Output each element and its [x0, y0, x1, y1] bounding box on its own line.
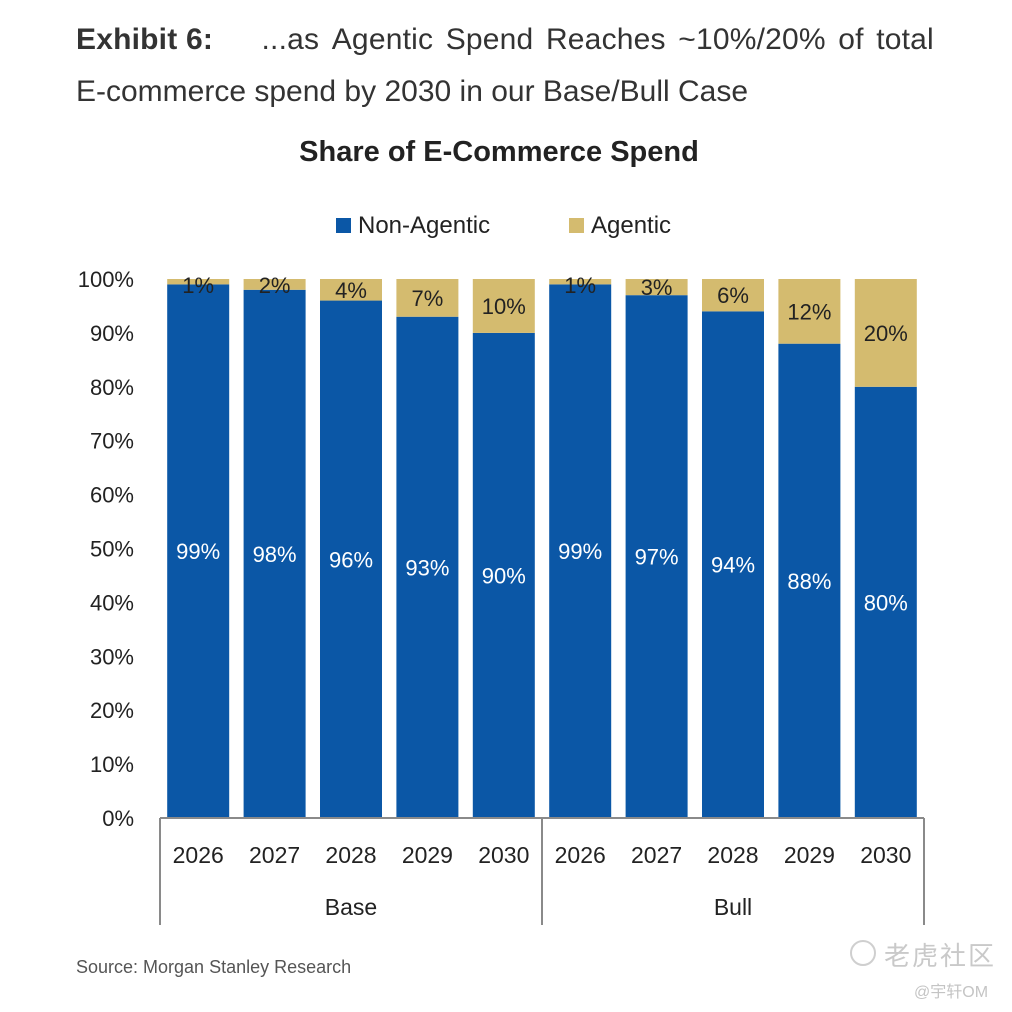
data-label-agentic: 1% [182, 273, 214, 298]
legend: Non-Agentic Agentic [336, 212, 671, 239]
data-label-agentic: 3% [641, 275, 673, 300]
source-note: Source: Morgan Stanley Research [76, 957, 352, 977]
x-tick-label: 2030 [860, 842, 911, 868]
data-label-non-agentic: 99% [558, 539, 602, 564]
legend-label-agentic: Agentic [591, 212, 671, 239]
watermark-logo-icon [850, 940, 876, 966]
heading-word: ~10%/20% [678, 23, 826, 56]
y-tick-label: 50% [90, 537, 134, 562]
y-axis: 0% 10% 20% 30% 40% 50% 60% 70% 80% 90% 100% [78, 267, 134, 831]
x-tick-label: 2030 [478, 842, 529, 868]
y-tick-label: 40% [90, 590, 134, 615]
data-label-non-agentic: 98% [253, 542, 297, 567]
exhibit-heading: Exhibit 6: ...as Agentic Spend Reaches ~… [76, 14, 934, 118]
bar-agentic [702, 279, 764, 312]
group-label: Bull [714, 894, 752, 920]
bar-non-agentic [625, 295, 688, 818]
bar-non-agentic [854, 386, 917, 818]
bar-non-agentic [396, 316, 459, 818]
bar-agentic [243, 279, 306, 290]
x-tick-label: 2027 [631, 842, 682, 868]
heading-word: Agentic [331, 23, 434, 56]
bar-non-agentic [320, 300, 382, 818]
y-tick-label: 10% [90, 752, 134, 777]
x-axis: 2026 2027 2028 2029 2030 2026 2027 2028 2029 2030… [159, 817, 925, 925]
bar-agentic [625, 279, 688, 296]
legend-swatch-agentic [569, 218, 584, 233]
x-tick-label: 2028 [325, 842, 376, 868]
legend-swatch-non-agentic [336, 218, 351, 233]
heading-word: total [876, 23, 934, 56]
x-tick-label: 2029 [402, 842, 453, 868]
x-tick-label: 2026 [555, 842, 606, 868]
heading-line-2: E-commerce spend by 2030 in our Base/Bul… [76, 75, 749, 108]
y-tick-label: 90% [90, 321, 134, 346]
y-tick-label: 0% [102, 806, 134, 831]
x-tick-label: 2029 [784, 842, 835, 868]
y-tick-label: 80% [90, 375, 134, 400]
heading-word: Spend [445, 23, 534, 56]
bar-agentic [854, 279, 917, 387]
x-tick-label: 2027 [249, 842, 300, 868]
bar-agentic [472, 279, 535, 333]
bar-non-agentic [472, 332, 535, 818]
watermark-brand-text: 老虎社区 [884, 941, 997, 971]
bar-agentic [167, 279, 230, 285]
heading-word: of [838, 23, 864, 56]
heading-line-1: Exhibit 6: ...as Agentic Spend Reaches ~… [76, 14, 934, 66]
data-label-non-agentic: 97% [635, 545, 679, 570]
data-label-non-agentic: 96% [329, 547, 373, 572]
y-tick-label: 30% [90, 644, 134, 669]
data-label-agentic: 4% [335, 278, 367, 303]
data-label-non-agentic: 80% [864, 590, 908, 615]
data-label-non-agentic: 93% [405, 555, 449, 580]
data-label-agentic: 20% [864, 321, 908, 346]
data-label-agentic: 6% [717, 283, 749, 308]
y-tick-label: 100% [78, 267, 134, 292]
y-tick-label: 20% [90, 698, 134, 723]
watermark-brand: 老虎社区 [850, 936, 996, 973]
bar-non-agentic [243, 289, 306, 818]
bar-agentic [778, 279, 841, 344]
watermark-handle: @宇轩OM [914, 984, 989, 1001]
data-label-non-agentic: 88% [787, 569, 831, 594]
data-label-agentic: 1% [564, 273, 596, 298]
bar-non-agentic [702, 311, 764, 818]
data-label-agentic: 7% [412, 286, 444, 311]
data-label-agentic: 2% [259, 273, 291, 298]
bar-non-agentic [778, 343, 841, 818]
data-label-non-agentic: 90% [482, 563, 526, 588]
y-tick-label: 70% [90, 429, 134, 454]
bar-agentic [549, 279, 612, 285]
chart-title: Share of E-Commerce Spend [299, 136, 699, 168]
exhibit-label: Exhibit 6: [76, 23, 214, 56]
group-label: Base [325, 894, 377, 920]
data-label-non-agentic: 94% [711, 553, 755, 578]
bar-non-agentic [167, 284, 230, 818]
x-tick-label: 2026 [173, 842, 224, 868]
legend-label-non-agentic: Non-Agentic [358, 212, 490, 239]
bars: 99% 1% 98% 2% 96% 4% 93% 7% 90% 10% 99% 1% 97% 3% 94% 6… [167, 273, 917, 818]
bar-non-agentic [549, 284, 612, 818]
heading-word: ...as [261, 23, 320, 56]
bar-agentic [396, 279, 459, 317]
data-label-non-agentic: 99% [176, 539, 220, 564]
x-tick-label: 2028 [707, 842, 758, 868]
y-tick-label: 60% [90, 483, 134, 508]
data-label-agentic: 12% [787, 299, 831, 324]
bar-agentic [320, 279, 382, 301]
heading-word: Reaches [545, 23, 666, 56]
data-label-agentic: 10% [482, 294, 526, 319]
